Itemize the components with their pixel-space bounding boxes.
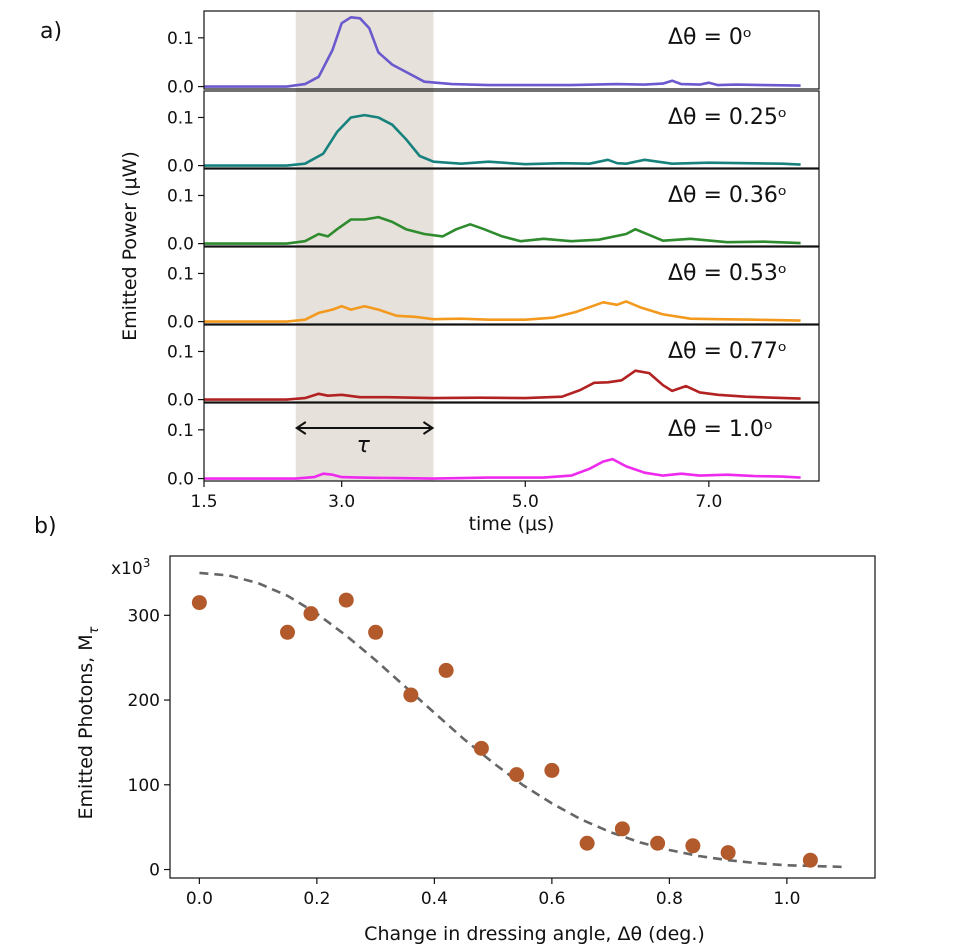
x-tick-label-b: 0.8: [656, 889, 683, 909]
data-point: [650, 835, 666, 851]
y-ticks-group: 0.0 0.1 0.0 0.1 0.0 0.1 0.0 0.1 0.0 0.1 0.0 0.1: [167, 29, 204, 490]
subplot-frame-4: [203, 324, 820, 403]
x-tick-label-b: 0.4: [421, 889, 448, 909]
data-point: [338, 592, 354, 608]
series-label-3: Δθ = 0.53ᵒ: [668, 261, 787, 286]
data-point: [720, 845, 736, 861]
data-point: [685, 838, 701, 854]
tau-arrow: τ: [294, 421, 435, 458]
trace-line-5: [204, 457, 801, 480]
fit-curve: [199, 571, 846, 869]
data-point: [303, 606, 319, 622]
y-multiplier-base: x10: [111, 559, 143, 579]
data-point: [403, 687, 419, 703]
data-point: [802, 852, 818, 868]
panel-b-chart: 0 100 200 300 0.0 0.2 0.4 0.6 0.8 1.0 x103 Chang…: [75, 555, 876, 945]
x-axis-label-a: time (μs): [469, 513, 555, 535]
x-tick-label: 1.5: [190, 492, 217, 512]
trace-line-3: [204, 300, 801, 323]
data-point: [438, 662, 454, 678]
y-tick-label: 0.0: [167, 313, 194, 333]
y-ticks-group-b: 0 100 200 300: [128, 606, 170, 881]
data-point: [280, 624, 295, 640]
y-axis-label-a: Emitted Power (μW): [119, 151, 141, 341]
traces-group: [204, 16, 801, 480]
series-label-1: Δθ = 0.25ᵒ: [668, 105, 787, 130]
y-tick-label-b: 300: [128, 606, 160, 626]
y-tick-label: 0.1: [167, 108, 194, 128]
series-label-4: Δθ = 0.77ᵒ: [668, 339, 787, 364]
subplot-frame-3: [203, 246, 820, 325]
axes-frame-b: [169, 555, 876, 879]
data-point: [579, 835, 595, 851]
x-axis-label-b: Change in dressing angle, Δθ (deg.): [364, 923, 705, 945]
y-tick-label: 0.1: [167, 264, 194, 284]
trace-line-0: [204, 16, 801, 88]
data-points-group: [191, 592, 818, 868]
y-tick-label: 0.0: [167, 235, 194, 255]
data-point: [473, 740, 489, 756]
y-axis-label-b-main: Emitted Photons, M: [75, 634, 97, 819]
x-tick-label: 5.0: [512, 492, 539, 512]
tau-arrowhead-right: [422, 421, 435, 435]
series-labels-group: Δθ = 0ᵒ Δθ = 0.25ᵒ Δθ = 0.36ᵒ Δθ = 0.53ᵒ Δθ …: [668, 25, 787, 442]
data-point: [191, 595, 207, 611]
y-tick-label: 0.1: [167, 342, 194, 362]
y-tick-label: 0.0: [167, 391, 194, 411]
x-ticks-group: 1.5 3.0 5.0 7.0: [190, 481, 722, 512]
y-tick-label-b: 0: [149, 861, 160, 881]
series-label-2: Δθ = 0.36ᵒ: [668, 183, 787, 208]
data-point: [544, 762, 560, 778]
subplot-frame-5: [203, 402, 820, 482]
data-point: [368, 624, 384, 640]
x-tick-label-b: 0.2: [303, 889, 330, 909]
y-tick-label: 0.1: [167, 29, 194, 49]
subplot-frames: [203, 10, 820, 482]
y-axis-label-b-subscript: τ: [87, 626, 102, 634]
x-ticks-group-b: 0.0 0.2 0.4 0.6 0.8 1.0: [186, 878, 800, 909]
data-point: [509, 767, 525, 783]
tau-arrowhead-left: [294, 421, 307, 435]
trace-line-1: [204, 113, 801, 167]
tau-label: τ: [357, 433, 371, 458]
subplot-frame-1: [203, 90, 820, 169]
y-tick-label: 0.0: [167, 157, 194, 177]
y-tick-label: 0.1: [167, 186, 194, 206]
y-multiplier-label: x103: [111, 556, 150, 579]
panel-a-label: a): [40, 19, 62, 44]
y-tick-label: 0.0: [167, 470, 194, 490]
y-tick-label: 0.0: [167, 78, 194, 98]
trace-line-4: [204, 369, 801, 401]
x-tick-label-b: 0.0: [186, 889, 213, 909]
y-axis-label-b: Emitted Photons, Mτ: [75, 626, 102, 819]
subplot-frame-2: [203, 168, 820, 247]
trace-line-2: [204, 215, 801, 245]
data-point: [614, 821, 630, 837]
series-label-5: Δθ = 1.0ᵒ: [668, 417, 773, 442]
x-tick-label-b: 1.0: [773, 889, 800, 909]
subplot-frame-0: [203, 10, 820, 90]
x-tick-label: 7.0: [695, 492, 722, 512]
series-label-0: Δθ = 0ᵒ: [668, 25, 752, 50]
panel-a-chart: 0.0 0.1 0.0 0.1 0.0 0.1 0.0 0.1 0.0 0.1 0.0 0.1 1.5…: [119, 10, 820, 535]
x-tick-label: 3.0: [328, 492, 355, 512]
y-multiplier-exponent: 3: [143, 556, 151, 570]
y-tick-label-b: 100: [128, 776, 160, 796]
y-tick-label: 0.1: [167, 421, 194, 441]
x-tick-label-b: 0.6: [538, 889, 565, 909]
panel-b-label: b): [34, 514, 57, 539]
y-tick-label-b: 200: [128, 691, 160, 711]
